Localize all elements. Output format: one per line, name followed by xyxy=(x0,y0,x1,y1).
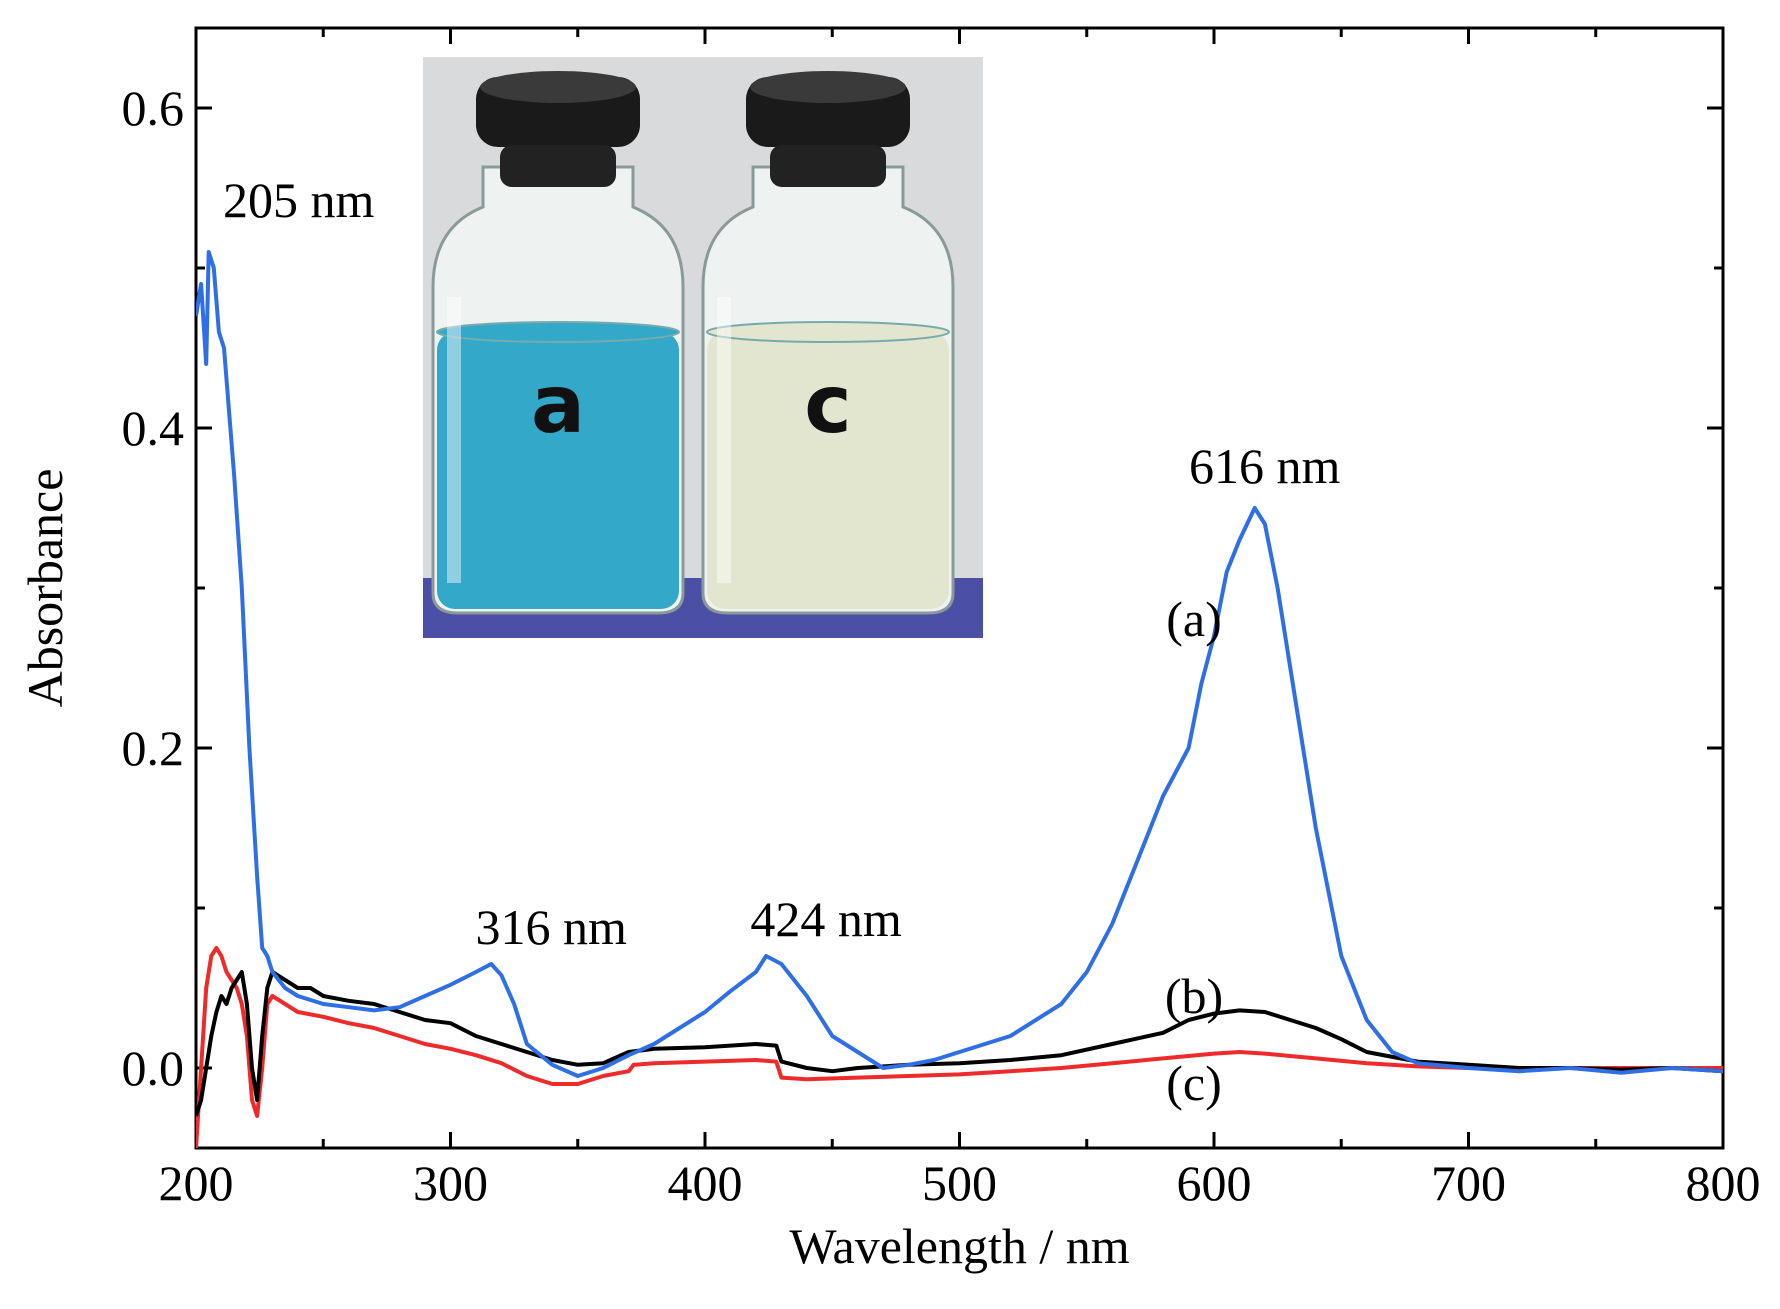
cap-top xyxy=(480,71,636,103)
y-tick-label: 0.2 xyxy=(122,720,185,776)
glass-highlight xyxy=(447,297,461,583)
peak-annotation: 316 nm xyxy=(476,899,628,955)
cap-top xyxy=(750,71,906,103)
bottle-label-c: c xyxy=(804,358,851,451)
x-tick-label: 600 xyxy=(1177,1155,1252,1211)
curve-label: (c) xyxy=(1166,1055,1222,1111)
liquid-surface xyxy=(436,321,680,343)
x-axis-title: Wavelength / nm xyxy=(789,1218,1129,1274)
x-tick-label: 800 xyxy=(1686,1155,1761,1211)
axes xyxy=(194,26,1725,1150)
y-tick-label: 0.6 xyxy=(122,80,185,136)
labels-group: 200 300 400 500 600 700 800 0.0 0.2 0.4 0.6 Wavelen… xyxy=(17,80,1761,1274)
x-tick-label: 400 xyxy=(668,1155,743,1211)
y-axis-title: Absorbance xyxy=(17,469,73,708)
peak-annotation: 424 nm xyxy=(750,891,902,947)
y-tick-label: 0.0 xyxy=(122,1040,185,1096)
liquid-surface xyxy=(706,321,950,343)
bottle-label-a: a xyxy=(531,358,585,451)
peak-annotation: 205 nm xyxy=(223,172,375,228)
series-line-b xyxy=(196,970,1723,1117)
x-tick-label: 700 xyxy=(1431,1155,1506,1211)
bottle-c: c xyxy=(701,71,955,615)
series-line-a xyxy=(196,250,1723,1078)
stopper xyxy=(500,145,616,187)
stopper xyxy=(770,145,886,187)
curve-label: (a) xyxy=(1166,591,1222,647)
x-tick-label: 300 xyxy=(413,1155,488,1211)
series-line-c xyxy=(196,946,1723,1148)
glass-highlight xyxy=(717,297,731,583)
bottle-liquid xyxy=(707,332,949,609)
bottle-liquid xyxy=(437,332,679,609)
series-group xyxy=(196,250,1723,1148)
x-tick-label: 500 xyxy=(922,1155,997,1211)
peak-annotation: 616 nm xyxy=(1189,438,1341,494)
bottle-a: a xyxy=(431,71,685,615)
y-tick-label: 0.4 xyxy=(122,400,185,456)
curve-label: (b) xyxy=(1165,968,1223,1024)
x-tick-label: 200 xyxy=(159,1155,234,1211)
